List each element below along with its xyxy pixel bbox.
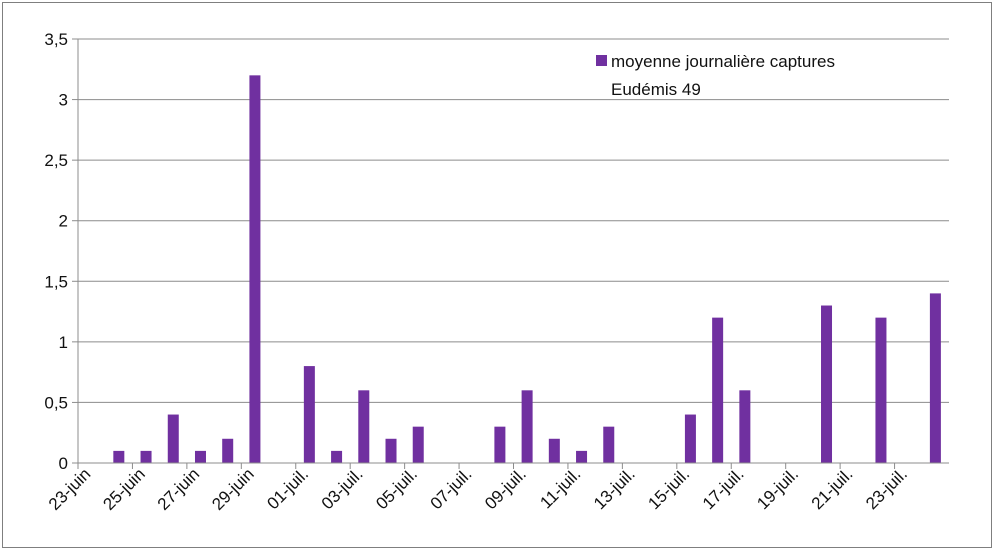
bar — [576, 450, 588, 463]
bar-chart: 0 0,5 1 1,5 2 2,5 3 3,5 23-juin 25-juin 27-juin 29… — [44, 30, 949, 514]
x-tick-label: 23-juin — [45, 464, 95, 514]
bar — [739, 390, 751, 463]
gridlines — [78, 38, 949, 403]
y-tick-labels: 0 0,5 1 1,5 2 2,5 3 3,5 — [44, 30, 68, 473]
x-tick-label: 27-juin — [154, 464, 204, 514]
x-tick-label: 05-juil. — [372, 464, 421, 513]
x-tick-label: 25-juin — [99, 464, 149, 514]
bar — [412, 426, 424, 463]
legend-label-line1: moyenne journalière captures — [611, 52, 835, 71]
x-tick-label: 23-juil. — [862, 464, 911, 513]
bar — [603, 426, 615, 463]
bar — [494, 426, 506, 463]
x-tick-label: 15-juil. — [644, 464, 693, 513]
legend-swatch — [596, 55, 607, 66]
bar — [521, 390, 533, 463]
bar — [113, 450, 125, 463]
bar — [331, 450, 343, 463]
axes — [72, 38, 949, 469]
bar — [222, 438, 234, 463]
bar — [712, 317, 724, 463]
bar — [929, 293, 941, 463]
x-tick-label: 09-juil. — [481, 464, 530, 513]
bar — [140, 450, 152, 463]
y-tick-label: 0,5 — [44, 393, 68, 412]
bar — [194, 450, 206, 463]
bar — [684, 414, 696, 463]
y-tick-label: 2 — [59, 212, 68, 231]
x-tick-label: 11-juil. — [536, 464, 584, 512]
bar — [249, 75, 261, 463]
bar — [167, 414, 179, 463]
x-tick-label: 19-juil. — [753, 464, 802, 513]
y-tick-label: 1 — [59, 333, 68, 352]
x-tick-label: 29-juin — [208, 464, 258, 514]
y-tick-label: 3,5 — [44, 30, 68, 49]
x-tick-label: 17-juil. — [699, 464, 748, 513]
x-tick-label: 13-juil. — [590, 464, 639, 513]
bars — [113, 75, 941, 463]
bar — [875, 317, 887, 463]
legend: moyenne journalière captures Eudémis 49 — [596, 52, 835, 99]
bar — [358, 390, 370, 463]
y-tick-label: 3 — [59, 91, 68, 110]
x-tick-label: 07-juil. — [427, 464, 476, 513]
bar — [303, 366, 315, 463]
y-tick-label: 2,5 — [44, 151, 68, 170]
bar — [548, 438, 560, 463]
x-tick-labels: 23-juin 25-juin 27-juin 29-juin 01-juil. 03-j… — [45, 464, 911, 514]
bar — [821, 305, 833, 463]
x-tick-label: 21-juil. — [808, 464, 857, 513]
legend-label-line2: Eudémis 49 — [611, 80, 701, 99]
y-tick-label: 0 — [59, 454, 68, 473]
x-tick-label: 03-juil. — [318, 464, 367, 513]
bar — [385, 438, 397, 463]
x-tick-label: 01-juil. — [263, 464, 312, 513]
y-tick-label: 1,5 — [44, 272, 68, 291]
